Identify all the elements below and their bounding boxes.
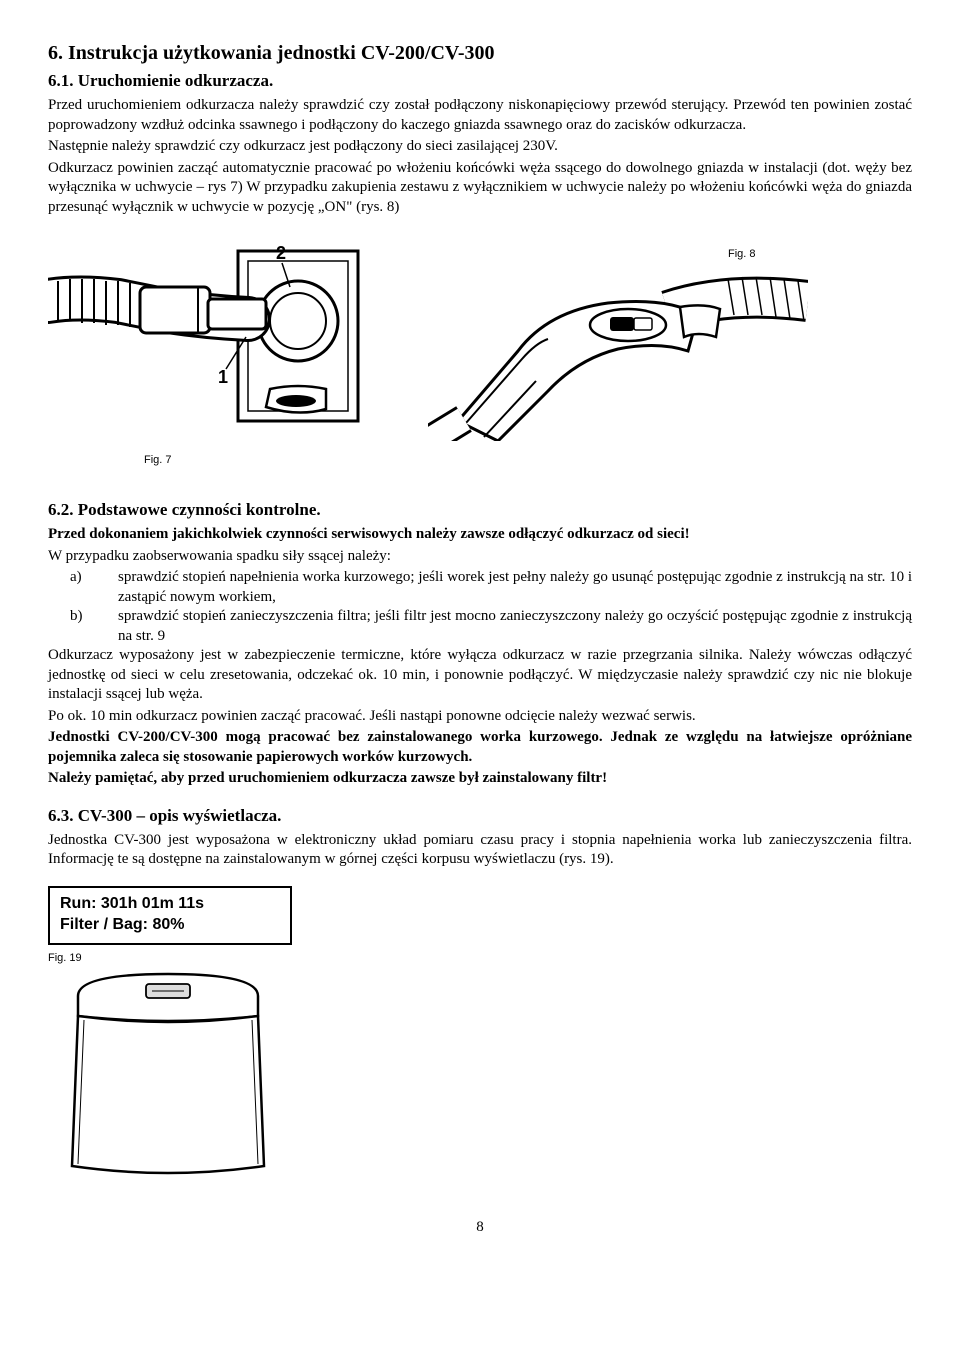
body-text: Odkurzacz powinien zacząć automatycznie … <box>48 159 912 218</box>
section-6-1-title: 6.1. Uruchomienie odkurzacza. <box>48 70 912 92</box>
list-bullet: b) <box>48 607 118 646</box>
section-6-2-title: 6.2. Podstawowe czynności kontrolne. <box>48 499 912 521</box>
list-item: a) sprawdzić stopień napełnienia worka k… <box>48 568 912 607</box>
body-text-bold: Przed dokonaniem jakichkolwiek czynności… <box>48 525 912 545</box>
list-text: sprawdzić stopień napełnienia worka kurz… <box>118 568 912 607</box>
list: a) sprawdzić stopień napełnienia worka k… <box>48 568 912 646</box>
section-6-title: 6. Instrukcja użytkowania jednostki CV-2… <box>48 40 912 66</box>
body-text: Po ok. 10 min odkurzacz powinien zacząć … <box>48 707 912 727</box>
list-item: b) sprawdzić stopień zanieczyszczenia fi… <box>48 607 912 646</box>
figure-8: Fig. 8 <box>428 241 808 441</box>
figure-7-label-2: 2 <box>276 243 286 263</box>
body-text: W przypadku zaobserwowania spadku siły s… <box>48 547 912 567</box>
lcd-line-2: Filter / Bag: 80% <box>60 915 280 936</box>
body-text: Odkurzacz wyposażony jest w zabezpieczen… <box>48 646 912 705</box>
body-text: Jednostka CV-300 jest wyposażona w elekt… <box>48 831 912 870</box>
body-text: Następnie należy sprawdzić czy odkurzacz… <box>48 137 912 157</box>
body-text: Przed uruchomieniem odkurzacza należy sp… <box>48 96 912 135</box>
section-6-3-title: 6.3. CV-300 – opis wyświetlacza. <box>48 805 912 827</box>
figure-row: 2 1 Fig. 7 Fig. 8 <box>48 241 912 471</box>
figure-7: 2 1 Fig. 7 <box>48 241 388 471</box>
list-bullet: a) <box>48 568 118 607</box>
lcd-line-1: Run: 301h 01m 11s <box>60 894 280 915</box>
figure-7-label-1: 1 <box>218 367 228 387</box>
figure-8-caption: Fig. 8 <box>728 248 756 260</box>
figure-19 <box>48 966 288 1176</box>
figure-7-caption: Fig. 7 <box>144 454 172 466</box>
page-number: 8 <box>48 1218 912 1238</box>
list-text: sprawdzić stopień zanieczyszczenia filtr… <box>118 607 912 646</box>
body-text-bold: Należy pamiętać, aby przed uruchomieniem… <box>48 769 912 789</box>
body-text-bold: Jednostki CV-200/CV-300 mogą pracować be… <box>48 728 912 767</box>
figure-19-caption: Fig. 19 <box>48 951 912 965</box>
